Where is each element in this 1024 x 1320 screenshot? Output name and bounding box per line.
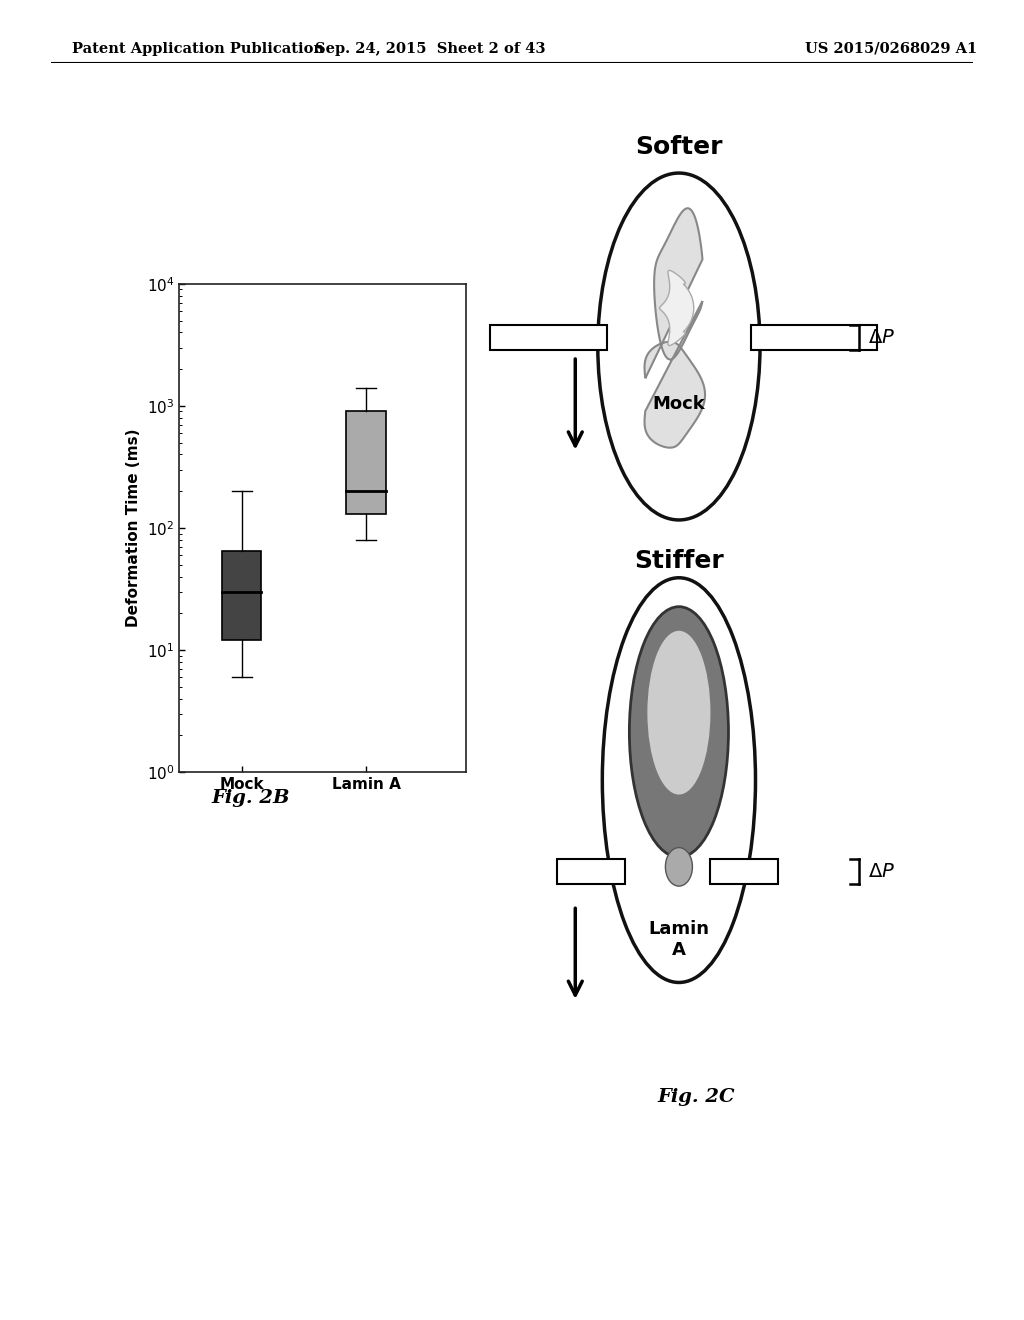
Bar bbox=[346, 412, 386, 513]
Polygon shape bbox=[659, 271, 694, 346]
Text: Mock: Mock bbox=[652, 395, 706, 413]
Text: $\Delta P$: $\Delta P$ bbox=[868, 329, 895, 347]
Text: Lamin
A: Lamin A bbox=[648, 920, 710, 958]
Bar bbox=[557, 859, 625, 884]
Text: Fig. 2C: Fig. 2C bbox=[657, 1088, 735, 1106]
Text: Stiffer: Stiffer bbox=[634, 549, 724, 573]
Text: US 2015/0268029 A1: US 2015/0268029 A1 bbox=[805, 42, 977, 55]
Text: $\Delta P$: $\Delta P$ bbox=[868, 862, 895, 882]
Text: Softer: Softer bbox=[635, 135, 723, 158]
Bar bbox=[489, 325, 607, 350]
Text: Patent Application Publication: Patent Application Publication bbox=[72, 42, 324, 55]
Y-axis label: Deformation Time (ms): Deformation Time (ms) bbox=[126, 429, 141, 627]
Ellipse shape bbox=[598, 173, 760, 520]
Ellipse shape bbox=[602, 578, 756, 982]
Text: Sep. 24, 2015  Sheet 2 of 43: Sep. 24, 2015 Sheet 2 of 43 bbox=[314, 42, 546, 55]
Polygon shape bbox=[644, 209, 706, 447]
Ellipse shape bbox=[666, 847, 692, 886]
Ellipse shape bbox=[630, 607, 728, 857]
Bar bbox=[751, 325, 878, 350]
Ellipse shape bbox=[647, 631, 711, 795]
Bar bbox=[711, 859, 778, 884]
Text: Fig. 2B: Fig. 2B bbox=[212, 788, 290, 807]
Bar bbox=[221, 550, 261, 640]
